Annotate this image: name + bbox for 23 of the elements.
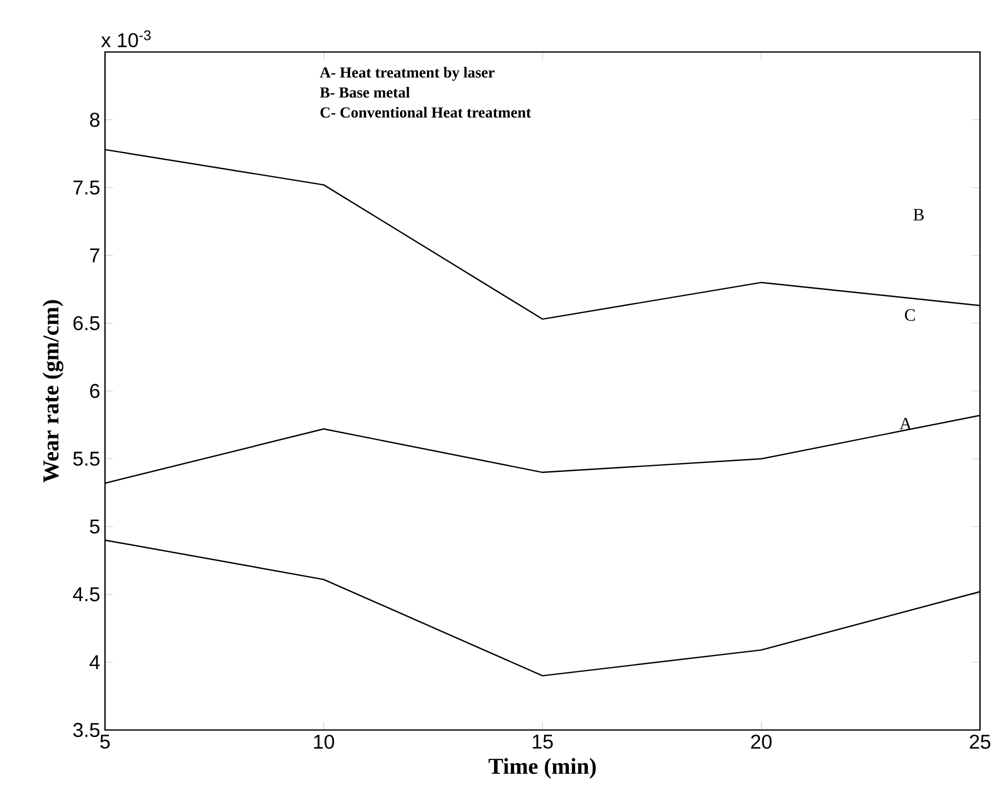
y-tick-label: 4.5 [72, 587, 100, 602]
annotation: A- Heat treatment by laser [320, 66, 495, 81]
x-tick-label: 25 [970, 734, 990, 749]
annotation: B- Base metal [320, 86, 410, 98]
y-tick-label: 7.5 [74, 180, 100, 195]
y-tick-label: 6.5 [74, 316, 100, 330]
x-axis-title: Time (min) [488, 758, 596, 779]
y-tick-label: 4 [90, 655, 100, 670]
y-tick-label: 6 [90, 384, 100, 398]
annotation: C- Conventional Heat treatment [320, 106, 532, 118]
x-tick-label: 15 [532, 734, 553, 749]
y-tick-label: 5 [90, 520, 100, 534]
y-tick-label: 5.5 [73, 452, 100, 466]
annotation: C [904, 309, 915, 321]
x-tick-label: 20 [751, 734, 772, 749]
y-tick-label: 3.5 [73, 722, 100, 738]
y-axis-title: Wear rate (gm/cm) [42, 300, 64, 483]
y-tick-label: 7 [90, 248, 100, 262]
y-tick-label: 8 [90, 112, 100, 127]
x-tick-label: 5 [100, 734, 110, 749]
annotation: B [913, 209, 924, 220]
x-tick-label: 10 [314, 734, 334, 749]
text: x 10$^{-3}$ [101, 30, 151, 48]
